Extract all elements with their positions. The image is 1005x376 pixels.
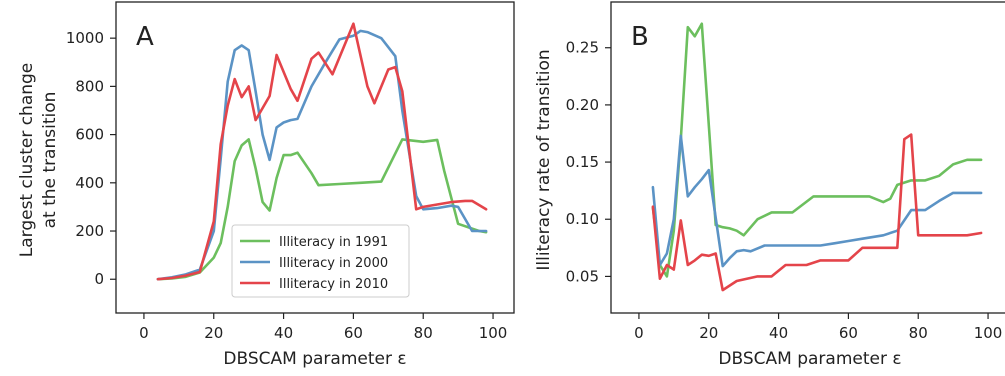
- panel-a-chart: A DBSCAM parameter ε Largest cluster cha…: [17, 1, 515, 369]
- panel-a-legend-label-2000: Illiteracy in 2000: [279, 256, 388, 271]
- panel-b-frame: [610, 1, 1005, 314]
- panel-a-y-tick-label-3: 600: [75, 126, 104, 144]
- panel-b-series-group: [651, 22, 983, 292]
- panel-b-x-axis-label: DBSCAM parameter ε: [718, 349, 901, 369]
- panel-a-legend-box: [231, 224, 410, 298]
- panel-b-x-tick-label-80: 80: [909, 324, 928, 342]
- panel-a-legend-label-1991: Illiteracy in 1991: [279, 235, 388, 250]
- panel-a-x-tick-label-40: 40: [274, 324, 293, 342]
- panel-a-letter: A: [136, 22, 154, 52]
- panel-b-y-tick-label-0: 0.05: [566, 267, 599, 285]
- panel-b-x-tick-label-60: 60: [839, 324, 858, 342]
- panel-a-y-tick-label-1: 200: [75, 222, 104, 240]
- panel-b-x-tick-label-40: 40: [769, 324, 788, 342]
- panel-b-line-1991: [651, 22, 983, 278]
- panel-a-y-axis-label-line-1: Largest cluster change: [17, 63, 37, 258]
- panel-b-y-axis-label: Illiteracy rate of transition: [534, 49, 554, 270]
- panel-b-y-tick-label-2: 0.15: [566, 153, 599, 171]
- panel-b-y-tick-label-4: 0.25: [566, 39, 599, 57]
- panel-b-letter: B: [631, 22, 649, 52]
- panel-b-x-tick-label-0: 0: [634, 324, 644, 342]
- panel-a-x-tick-label-60: 60: [344, 324, 363, 342]
- panel-b-y-tick-label-3: 0.20: [566, 96, 599, 114]
- panel-b-y-tick-label-1: 0.10: [566, 210, 599, 228]
- panel-a-series-group: [156, 22, 488, 281]
- panel-a-frame: [115, 1, 515, 314]
- panel-a-line-1991: [156, 138, 488, 281]
- panel-a-line-2010: [156, 22, 488, 281]
- panel-b-chart: B DBSCAM parameter ε Illiteracy rate of …: [534, 1, 1005, 369]
- panel-a-y-axis-label-line-2: at the transition: [40, 92, 60, 229]
- panel-a-y-tick-label-4: 800: [75, 77, 104, 95]
- panel-a-x-tick-label-0: 0: [139, 324, 149, 342]
- panel-b-line-2010: [651, 133, 983, 292]
- panel-a-y-tick-label-2: 400: [75, 174, 104, 192]
- panel-b-x-tick-label-20: 20: [699, 324, 718, 342]
- panel-a-legend-label-2010: Illiteracy in 2010: [279, 277, 388, 292]
- panel-a-y-tick-label-0: 0: [94, 270, 104, 288]
- panel-a-y-tick-label-5: 1000: [66, 29, 104, 47]
- panel-a-legend: Illiteracy in 1991 Illiteracy in 2000 Il…: [231, 224, 410, 298]
- panel-a-x-tick-label-80: 80: [414, 324, 433, 342]
- panel-a-x-axis-label: DBSCAM parameter ε: [223, 349, 406, 369]
- panel-b-line-2000: [651, 134, 983, 268]
- panel-a-x-tick-label-20: 20: [204, 324, 223, 342]
- panel-a-x-tick-label-100: 100: [479, 324, 508, 342]
- panel-b-x-tick-label-100: 100: [974, 324, 1003, 342]
